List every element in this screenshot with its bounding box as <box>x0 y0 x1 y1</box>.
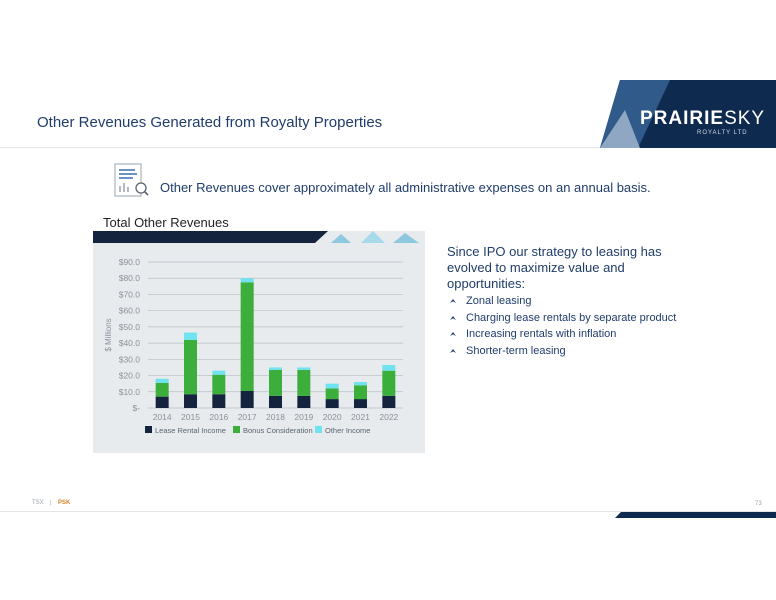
bullet-text: Shorter-term leasing <box>466 344 566 357</box>
bar-segment <box>382 395 396 408</box>
chart-banner-accent <box>331 234 351 243</box>
bar-segment <box>269 369 282 396</box>
logo-main-text: PRAIRIE <box>640 108 725 129</box>
logo: PRAIRIESKY <box>640 108 765 130</box>
bar-segment <box>184 332 197 340</box>
logo-sky-text: SKY <box>724 108 766 129</box>
y-tick-label: $- <box>132 403 140 413</box>
bullet-chevron-icon <box>450 299 456 304</box>
bullet-text: Zonal leasing <box>466 295 532 307</box>
legend-label: Bonus Consideration <box>243 426 313 435</box>
strategy-text: Since IPO our strategy to leasing has ev… <box>447 244 662 291</box>
x-tick-label: 2016 <box>209 412 228 422</box>
chart: $- $10.0 $20.0 $30.0 $40.0 $50.0 $60.0 $70.0 $80… <box>93 231 425 453</box>
document-chart-icon <box>114 163 149 197</box>
bar-segment <box>155 382 169 397</box>
legend-swatch <box>145 426 152 433</box>
bar-segment <box>155 396 169 408</box>
list-item: Shorter-term leasing <box>450 343 676 360</box>
bar-segment <box>212 394 226 408</box>
chart-background <box>93 231 425 453</box>
chart-banner-accent <box>393 233 419 243</box>
bar-segment <box>325 399 339 408</box>
bullet-chevron-icon <box>450 348 456 353</box>
chart-banner <box>93 231 328 243</box>
bar-segment <box>354 382 367 386</box>
page-number: 73 <box>755 501 762 507</box>
list-item: Zonal leasing <box>450 293 676 310</box>
y-tick-label: $70.0 <box>119 289 141 299</box>
bar-segment <box>354 399 367 408</box>
bar-segment <box>382 370 396 396</box>
y-tick-label: $30.0 <box>119 354 141 364</box>
x-tick-label: 2015 <box>181 412 200 422</box>
x-tick-label: 2020 <box>323 412 342 422</box>
chart-title: Total Other Revenues <box>103 215 229 230</box>
page-title: Other Revenues Generated from Royalty Pr… <box>37 114 383 131</box>
y-tick-label: $40.0 <box>119 338 141 348</box>
bar-segment <box>297 369 311 396</box>
bar-segment <box>325 388 339 400</box>
x-tick-label: 2022 <box>379 412 398 422</box>
x-tick-label: 2019 <box>294 412 313 422</box>
y-tick-label: $60.0 <box>119 306 141 316</box>
strategy-bullet-list: Zonal leasing Charging lease rentals by … <box>450 293 676 359</box>
bar-segment <box>184 394 197 408</box>
footer-ticker: PSK <box>58 500 71 506</box>
bar-segment <box>240 282 254 391</box>
y-tick-label: $10.0 <box>119 387 141 397</box>
legend-swatch <box>233 426 240 433</box>
bar-segment <box>240 390 254 408</box>
bar-segment <box>382 365 396 371</box>
intro-text: Other Revenues cover approximately all a… <box>160 180 651 195</box>
bar-segment <box>240 278 254 283</box>
logo-subtitle: ROYALTY LTD <box>697 130 748 136</box>
x-tick-label: 2021 <box>351 412 370 422</box>
x-tick-label: 2017 <box>238 412 257 422</box>
y-axis-label: $ Millions <box>104 318 113 351</box>
logo-banner <box>600 80 776 148</box>
legend-swatch <box>315 426 322 433</box>
footer-band <box>615 512 776 518</box>
y-tick-label: $90.0 <box>119 257 141 267</box>
x-tick-label: 2018 <box>266 412 285 422</box>
y-tick-label: $20.0 <box>119 371 141 381</box>
bar-segment <box>354 385 367 400</box>
bullet-chevron-icon <box>450 315 456 320</box>
bullet-chevron-icon <box>450 332 456 337</box>
bar-segment <box>269 367 282 370</box>
x-tick-label: 2014 <box>153 412 172 422</box>
bullet-text: Increasing rentals with inflation <box>466 328 617 340</box>
list-item: Increasing rentals with inflation <box>450 326 676 343</box>
bar-segment <box>155 378 169 383</box>
bar-segment <box>297 395 311 408</box>
legend-label: Lease Rental Income <box>155 426 226 435</box>
chart-banner-accent <box>361 231 385 243</box>
bar-segment <box>269 395 282 408</box>
bar-segment <box>212 374 226 395</box>
bullet-text: Charging lease rentals by separate produ… <box>466 311 677 324</box>
bar-segment <box>212 370 226 375</box>
bar-segment <box>184 339 197 395</box>
legend-label: Other Income <box>325 426 370 435</box>
header-divider <box>0 147 776 148</box>
footer-divider <box>0 511 776 512</box>
list-item: Charging lease rentals by separate produ… <box>450 310 676 327</box>
bar-segment <box>297 367 311 370</box>
y-tick-label: $80.0 <box>119 273 141 283</box>
footer-exchange: TSX <box>32 500 44 506</box>
y-tick-label: $50.0 <box>119 322 141 332</box>
bar-segment <box>325 383 339 389</box>
footer-separator: | <box>50 500 52 506</box>
